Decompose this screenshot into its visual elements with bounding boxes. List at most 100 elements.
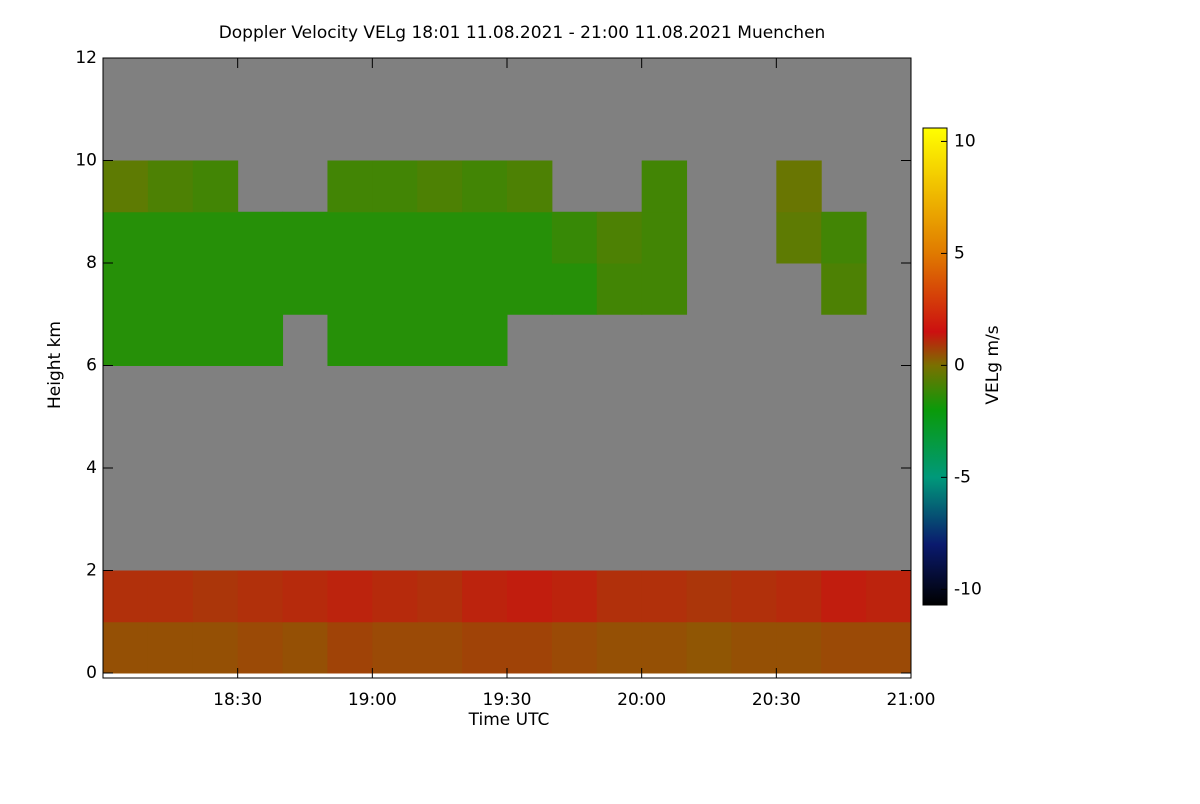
heat-cell [237, 621, 284, 674]
heat-cell [596, 263, 643, 315]
heat-cell [192, 621, 239, 674]
heat-cell [417, 263, 463, 315]
heat-cell [731, 621, 777, 674]
heat-cell [417, 621, 463, 674]
heat-cell [192, 570, 239, 623]
heat-cell [282, 263, 328, 315]
x-tick-label: 20:00 [617, 690, 666, 710]
heat-cell [551, 570, 598, 623]
colorbar-tick-label: 5 [954, 243, 965, 263]
heat-cell [372, 211, 418, 264]
heat-cell [596, 570, 643, 623]
x-tick-label: 20:30 [752, 690, 801, 710]
heat-cell [372, 621, 418, 674]
x-tick-label: 19:00 [348, 690, 397, 710]
heat-cell [237, 211, 284, 264]
heat-cell [103, 570, 149, 623]
heat-cell [103, 211, 149, 264]
colorbar-label: VELg m/s [983, 325, 1003, 404]
y-tick-label: 4 [86, 458, 97, 478]
heat-cell [821, 263, 867, 315]
heat-cell [372, 160, 418, 213]
heat-cell [686, 621, 732, 674]
heat-cell [372, 263, 418, 315]
heat-cell [462, 314, 508, 366]
heat-cell [551, 263, 598, 315]
heat-cell [147, 211, 194, 264]
heat-cell [507, 160, 553, 213]
chart-title: Doppler Velocity VELg 18:01 11.08.2021 -… [219, 23, 826, 43]
heat-cell [866, 621, 912, 674]
heat-cell [327, 211, 373, 264]
heat-cell [641, 211, 688, 264]
heat-cell [237, 570, 284, 623]
heat-cell [282, 621, 328, 674]
heat-cell [327, 160, 373, 213]
heat-cell [776, 570, 822, 623]
heat-cell [192, 160, 239, 213]
heat-cell [596, 211, 643, 264]
heat-cell [686, 570, 732, 623]
heat-cell [282, 570, 328, 623]
heat-cell [731, 570, 777, 623]
heat-cell [147, 160, 194, 213]
heat-cell [462, 160, 508, 213]
heat-cell [821, 621, 867, 674]
heat-cell [462, 211, 508, 264]
heat-cell [372, 314, 418, 366]
heat-cell [866, 570, 912, 623]
y-tick-label: 8 [86, 253, 97, 273]
heat-cell [327, 570, 373, 623]
heat-cell [237, 263, 284, 315]
heat-cell [147, 570, 194, 623]
heat-cell [327, 314, 373, 366]
heat-cell [327, 621, 373, 674]
heat-cell [821, 211, 867, 264]
x-tick-label: 19:30 [483, 690, 532, 710]
heat-cell [462, 263, 508, 315]
heat-cell [641, 263, 688, 315]
heat-cell [551, 211, 598, 264]
heat-cell [462, 621, 508, 674]
y-axis-label: Height km [45, 321, 65, 409]
heat-cell [417, 160, 463, 213]
heat-cell [103, 621, 149, 674]
heat-cell [417, 314, 463, 366]
x-tick-label: 18:30 [213, 690, 262, 710]
heat-cell [192, 263, 239, 315]
heat-cell [776, 211, 822, 264]
colorbar-tick-label: 0 [954, 355, 965, 375]
heat-cell [282, 211, 328, 264]
heat-cell [192, 211, 239, 264]
colorbar-tick-label: -5 [954, 467, 971, 487]
heat-cell [462, 570, 508, 623]
heat-cell [103, 314, 149, 366]
heat-cell [417, 211, 463, 264]
heat-cell [551, 621, 598, 674]
heat-cell [507, 621, 553, 674]
colorbar-tick-label: -10 [954, 579, 982, 599]
heat-cell [237, 314, 284, 366]
heat-cell [327, 263, 373, 315]
heat-cell [596, 621, 643, 674]
colorbar [922, 127, 948, 606]
x-axis-label: Time UTC [468, 710, 550, 730]
heat-cell [192, 314, 239, 366]
heat-cell [507, 570, 553, 623]
heat-cell [641, 570, 688, 623]
y-tick-label: 10 [75, 151, 97, 171]
y-tick-label: 2 [86, 561, 97, 581]
heat-cell [103, 263, 149, 315]
y-tick-label: 0 [86, 663, 97, 683]
heat-cell [641, 621, 688, 674]
heat-cell [417, 570, 463, 623]
heat-cell [776, 160, 822, 213]
y-tick-label: 12 [75, 48, 97, 68]
heat-cell [507, 263, 553, 315]
heat-cell [147, 314, 194, 366]
heat-cell [147, 263, 194, 315]
heat-cell [103, 160, 149, 213]
heat-cell [641, 160, 688, 213]
heat-cell [507, 211, 553, 264]
heat-cell [821, 570, 867, 623]
